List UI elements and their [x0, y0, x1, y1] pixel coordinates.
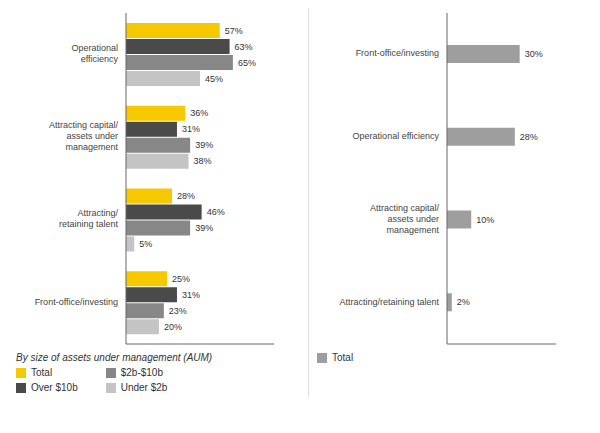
svg-text:63%: 63% — [235, 42, 253, 52]
svg-text:20%: 20% — [164, 322, 182, 332]
svg-text:30%: 30% — [525, 49, 543, 59]
svg-text:2%: 2% — [457, 297, 470, 307]
svg-text:Operational efficiency: Operational efficiency — [353, 132, 440, 142]
svg-text:23%: 23% — [169, 306, 187, 316]
svg-text:10%: 10% — [476, 215, 494, 225]
svg-text:Front-office/investing: Front-office/investing — [35, 297, 118, 307]
svg-text:Front-office/investing: Front-office/investing — [356, 49, 439, 59]
html-text:By size of assets under manage: By size of assets under management (AUM) — [16, 352, 213, 363]
svg-text:Attracting/retaining talent: Attracting/retaining talent — [59, 209, 119, 230]
svg-text:46%: 46% — [207, 207, 225, 217]
svg-text:31%: 31% — [182, 290, 200, 300]
svg-text:31%: 31% — [182, 124, 200, 134]
html-text:Over $10b: Over $10b — [31, 382, 78, 393]
svg-text:65%: 65% — [238, 58, 256, 68]
html-text:Total: Total — [31, 367, 53, 378]
svg-text:36%: 36% — [190, 108, 208, 118]
svg-text:45%: 45% — [205, 74, 223, 84]
svg-text:Operationalefficiency: Operationalefficiency — [71, 43, 118, 64]
svg-text:5%: 5% — [139, 239, 152, 249]
svg-text:39%: 39% — [195, 223, 213, 233]
svg-text:28%: 28% — [177, 191, 195, 201]
svg-text:Attracting capital/assets unde: Attracting capital/assets undermanagemen… — [370, 203, 440, 235]
svg-text:25%: 25% — [172, 274, 190, 284]
svg-text:28%: 28% — [520, 132, 538, 142]
html-text:Under $2b: Under $2b — [120, 382, 168, 393]
svg-text:Attracting/retaining talent: Attracting/retaining talent — [339, 297, 439, 307]
html-text:Total: Total — [332, 352, 354, 363]
svg-text:38%: 38% — [193, 156, 211, 166]
svg-text:39%: 39% — [195, 140, 213, 150]
html-text:$2b-$10b: $2b-$10b — [120, 367, 163, 378]
svg-text:57%: 57% — [225, 26, 243, 36]
svg-text:Attracting capital/assets unde: Attracting capital/assets undermanagemen… — [49, 121, 119, 153]
